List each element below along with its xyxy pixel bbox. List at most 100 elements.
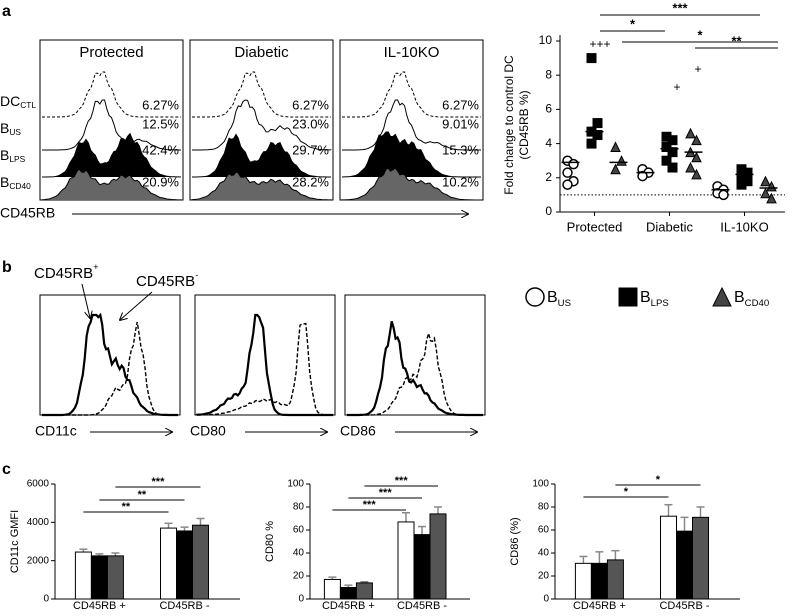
dot: [562, 179, 573, 190]
legend-label-sub: US: [558, 297, 571, 308]
percent-label: 6.27%: [442, 97, 479, 112]
percent-label: 6.27%: [292, 97, 329, 112]
column-title: IL-10KO: [384, 44, 440, 61]
dot: [685, 161, 696, 173]
column-title: Protected: [79, 44, 143, 61]
histogram: [192, 133, 331, 178]
significance-label: **: [122, 501, 131, 513]
bar: [192, 524, 209, 600]
histogram: [42, 71, 181, 118]
annotation-arrow: [81, 283, 90, 318]
row-label-main: B: [0, 120, 9, 136]
dot: [525, 287, 545, 307]
row-label: DCCTL: [0, 93, 36, 111]
significance-label: ***: [152, 476, 166, 488]
dot: [691, 151, 702, 163]
plus-label: +: [694, 62, 701, 76]
dot: [685, 127, 696, 139]
y-tick-label: 2: [545, 170, 552, 184]
bar: [660, 515, 677, 600]
y-tick-label: 0: [298, 594, 304, 605]
significance-label: **: [138, 489, 147, 501]
histogram-solid: [195, 313, 333, 417]
bar: [692, 516, 709, 600]
y-axis-label: Fold change to control DC: [502, 55, 516, 195]
dot: [568, 158, 579, 170]
bar: [429, 513, 447, 600]
histogram-box: [39, 294, 181, 416]
dot: [616, 155, 627, 166]
significance-label: ***: [363, 499, 377, 511]
legend-label: BLPS: [640, 289, 669, 308]
histogram-dashed: [196, 322, 334, 416]
row-label-main: DC: [0, 93, 20, 109]
histogram: [341, 167, 481, 201]
bar: [74, 551, 92, 600]
y-tick-label: 100: [287, 479, 304, 490]
x-tick-label: CD45RB +: [322, 600, 375, 611]
dot: [586, 53, 597, 64]
dot: [610, 141, 621, 153]
y-tick-label: 60: [538, 525, 550, 536]
percent-label: 20.9%: [142, 174, 179, 189]
histogram-box: [344, 294, 486, 416]
bar: [323, 578, 341, 600]
bar: [90, 555, 108, 600]
histogram: [42, 132, 182, 178]
axis-label: CD45RB: [0, 205, 55, 221]
annotation: CD45RB+: [34, 262, 98, 282]
histogram: [192, 71, 331, 118]
y-tick-label: 80: [293, 502, 305, 513]
x-tick-label: CD45RB +: [73, 600, 126, 611]
dot: [667, 147, 678, 158]
percent-label: 6.27%: [142, 97, 179, 112]
panel-letter: b: [2, 259, 12, 276]
bar: [339, 587, 357, 600]
y-tick-label: 80: [538, 502, 550, 513]
panel-letter: a: [2, 3, 11, 20]
legend-label-main: B: [734, 289, 745, 306]
y-axis-label: CD11c GMFI: [9, 510, 21, 573]
axis-label: CD86: [340, 423, 376, 439]
y-tick-label: 6: [545, 102, 552, 116]
row-label-main: B: [0, 174, 9, 190]
y-tick-label: 0: [43, 594, 49, 605]
significance-label: *: [624, 486, 629, 498]
panel-letter: c: [2, 461, 11, 478]
histogram: [342, 99, 481, 151]
x-tick-label: CD45RB +: [573, 600, 626, 611]
annotation-sup: +: [93, 262, 98, 272]
significance-label: ***: [672, 0, 688, 15]
percent-label: 28.2%: [292, 174, 329, 189]
dot: [661, 142, 672, 153]
y-tick-label: 100: [532, 479, 549, 490]
annotation-main: CD45RB: [136, 273, 195, 290]
bar: [590, 562, 608, 600]
y-tick-label: 8: [545, 67, 552, 81]
bar: [574, 562, 592, 600]
dot: [691, 134, 702, 146]
histogram-dashed: [347, 330, 483, 416]
significance-label: *: [630, 16, 636, 31]
row-label: BUS: [0, 120, 21, 138]
annotation-arrow: [120, 291, 153, 320]
dot: [712, 286, 732, 307]
histogram: [42, 99, 181, 151]
percent-label: 23.0%: [292, 116, 329, 131]
legend-label-sub: CD40: [745, 297, 770, 308]
legend-label-main: B: [640, 289, 651, 306]
histogram-solid: [347, 320, 483, 417]
histogram: [192, 99, 332, 151]
y-tick-label: 10: [539, 33, 553, 47]
x-tick-label: Diabetic: [646, 219, 693, 234]
y-tick-label: 4: [545, 136, 552, 150]
percent-label: 29.7%: [292, 142, 329, 157]
histogram: [191, 171, 332, 201]
histogram: [341, 131, 481, 178]
dot: [718, 189, 729, 201]
plus-label: +: [673, 80, 680, 94]
y-tick-label: 0: [545, 204, 552, 218]
dot: [760, 187, 771, 199]
histogram: [41, 168, 182, 201]
legend-label: BCD40: [734, 289, 769, 308]
